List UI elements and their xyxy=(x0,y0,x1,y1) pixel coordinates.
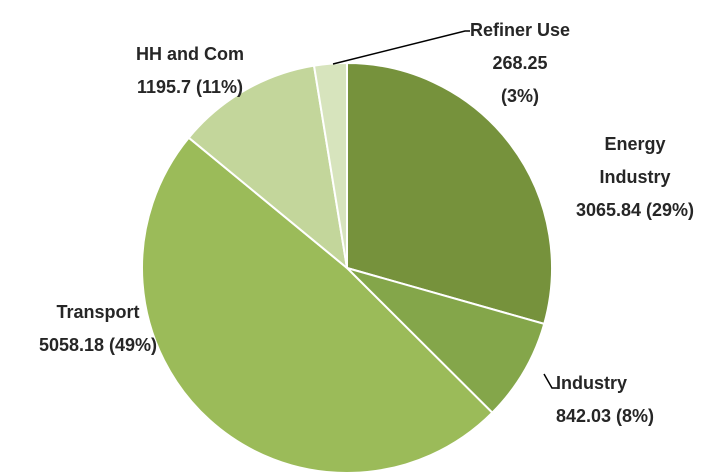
category-label: Industry xyxy=(556,373,628,393)
category-label: Transport xyxy=(56,302,140,322)
leader-line xyxy=(332,30,470,65)
pie-slice xyxy=(343,265,546,415)
category-label: Energy Industry xyxy=(599,134,671,187)
pie-slice xyxy=(187,64,349,271)
value-label: 842.03 (8%) xyxy=(555,406,655,426)
leader-line xyxy=(543,373,558,389)
slice-label: Transport 5058.18 (49%) xyxy=(0,296,196,362)
slice-label: Refiner Use 268.25 (3%) xyxy=(460,14,580,113)
pie-slice xyxy=(346,61,553,326)
category-label: HH and Com xyxy=(136,44,244,64)
category-label: Refiner Use xyxy=(469,20,571,40)
slice-label: Energy Industry 3065.84 (29%) xyxy=(565,128,705,227)
value-label: 1195.7 (11%) xyxy=(136,77,244,97)
value-label: 5058.18 (49%) xyxy=(38,335,158,355)
slice-label: Industry 842.03 (8%) xyxy=(540,367,670,433)
slice-label: HH and Com 1195.7 (11%) xyxy=(110,38,270,104)
pie-slice xyxy=(312,61,348,269)
slices xyxy=(141,61,553,474)
value-label: 3065.84 (29%) xyxy=(575,200,695,220)
value-label: 268.25 (3%) xyxy=(492,53,548,106)
pie-slice xyxy=(141,136,494,474)
